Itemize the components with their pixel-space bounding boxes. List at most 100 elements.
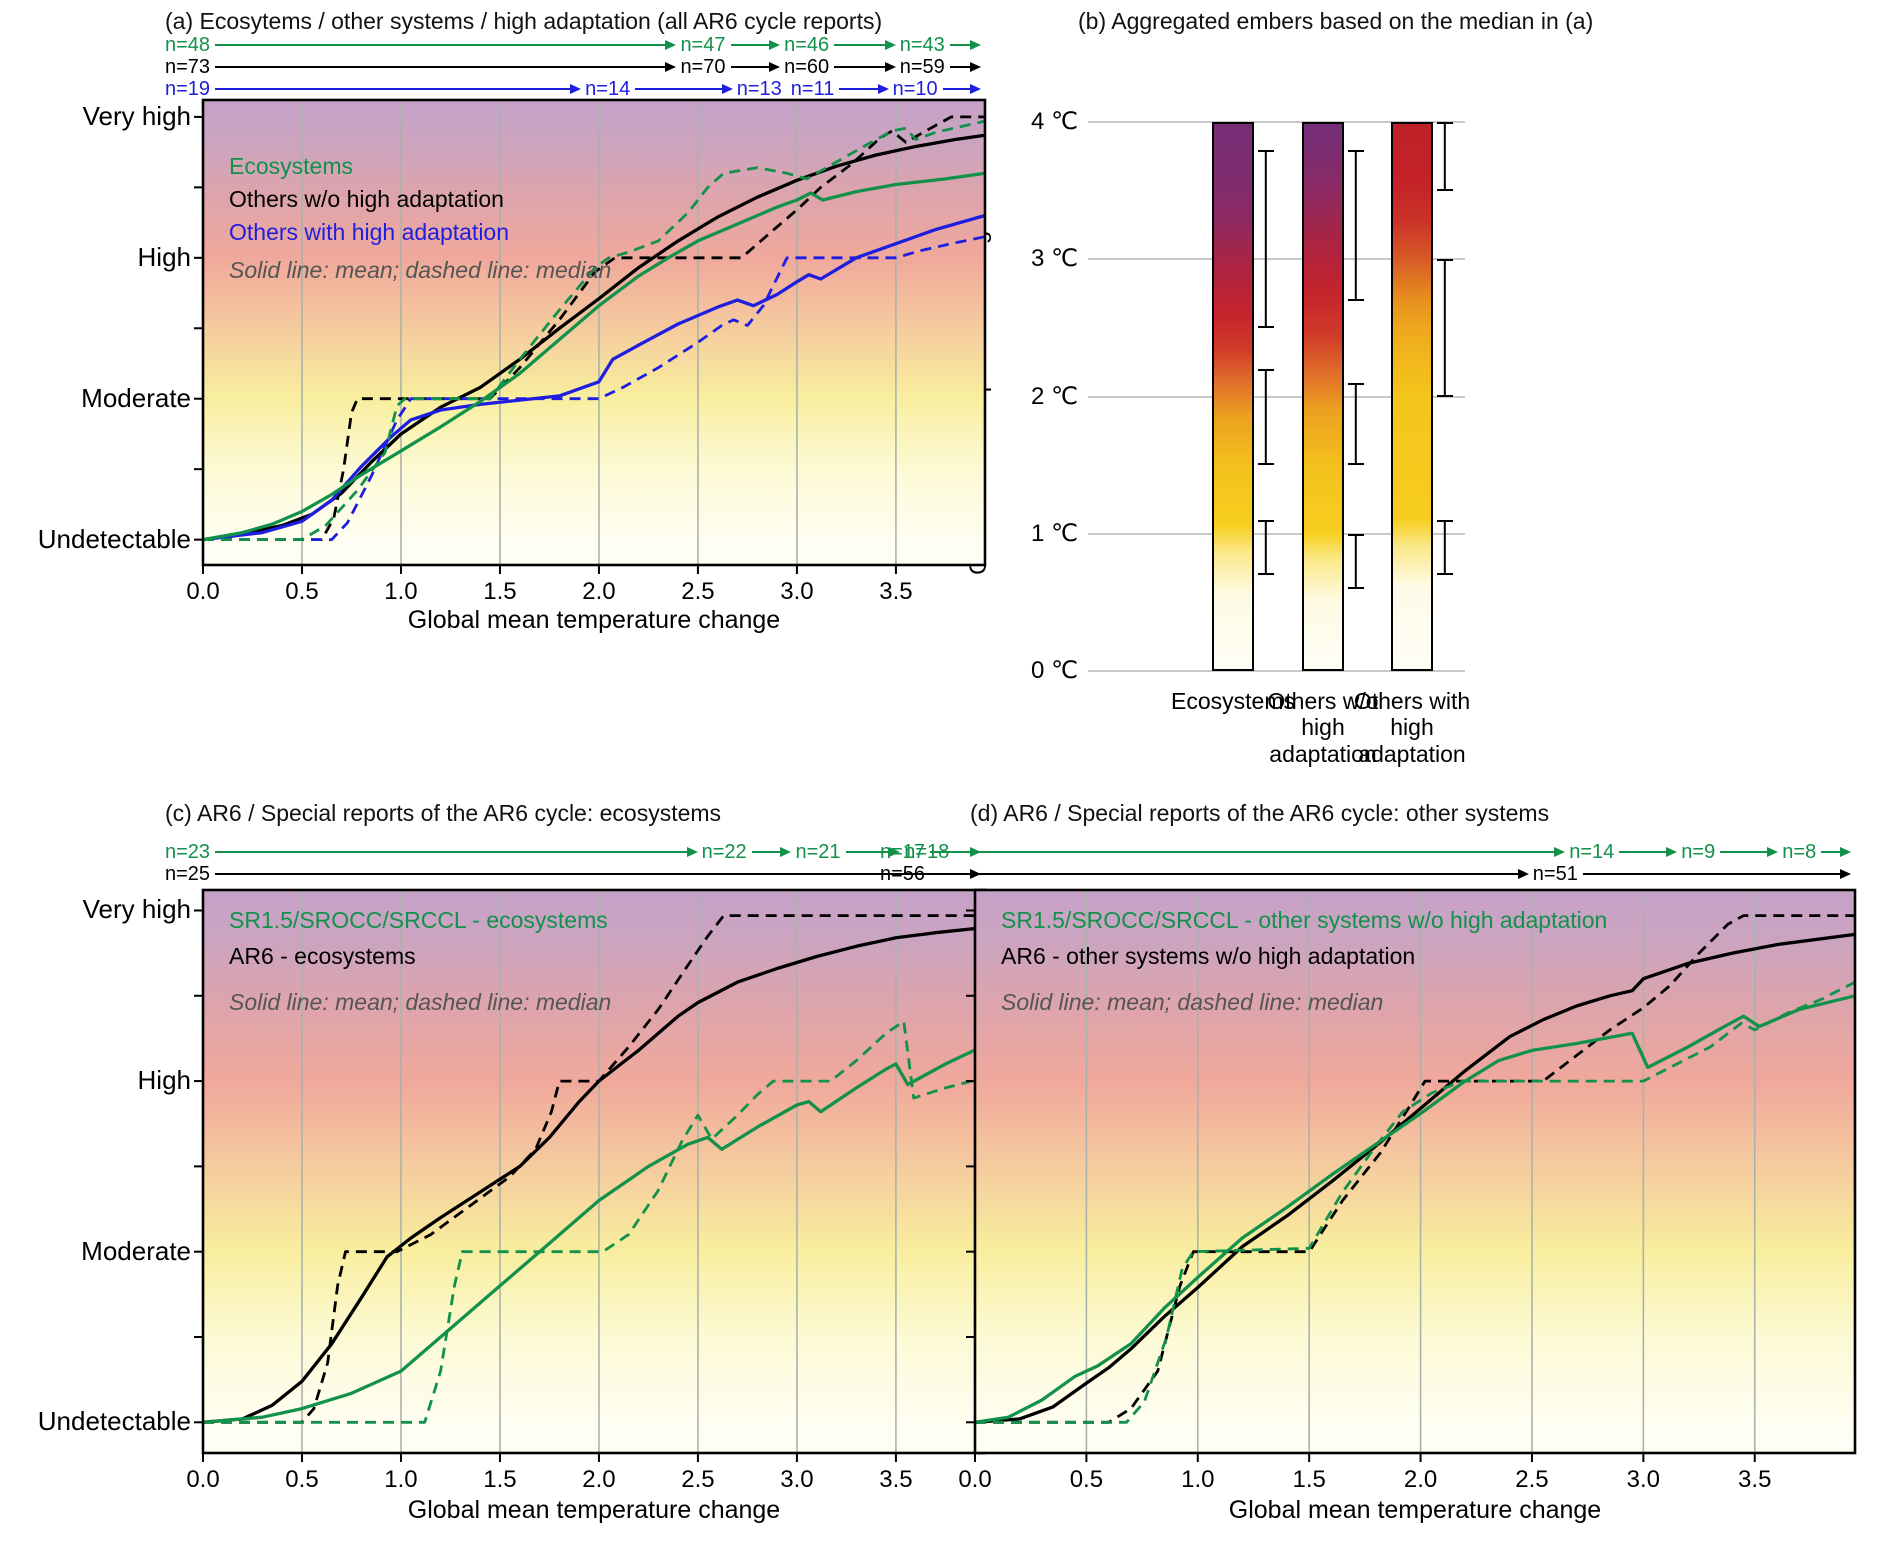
arrow-head-icon — [570, 84, 582, 94]
whisker-line — [1354, 535, 1358, 587]
y-category-label: Undetectable — [37, 523, 191, 554]
series-median-black — [203, 115, 985, 541]
sample-count-row-green: n=48 n=47 n=46 n=43 — [165, 34, 985, 56]
legend-entry: AR6 - ecosystems — [229, 943, 416, 969]
legend-entry: Others w/o high adaptation — [229, 186, 504, 212]
sample-count-label: n=59 — [899, 56, 945, 78]
ember-gridline — [1088, 670, 1465, 672]
arrow-head-icon — [686, 847, 698, 857]
arrow-head-icon — [1767, 847, 1779, 857]
sample-count-label: n=13 — [736, 78, 782, 100]
arrow-head-icon — [1554, 847, 1566, 857]
arrow-head-icon — [769, 40, 781, 50]
x-tick-label: 0.5 — [1069, 1466, 1104, 1493]
ember-y-tick-label: 0 ℃ — [1031, 657, 1078, 684]
sample-count-arrow — [949, 40, 981, 50]
panel-c-plot — [194, 888, 987, 1462]
ember-bar-label: Others w/o high adaptation — [1267, 688, 1379, 767]
panel-a-x-axis-label: Global mean temperature change — [407, 606, 781, 634]
sample-count-label: n=8 — [1782, 841, 1817, 863]
plot-border — [201, 98, 987, 567]
y-category-label: Undetectable — [37, 1406, 191, 1437]
ember-gridline — [1088, 532, 1465, 535]
series-mean-green — [202, 1043, 986, 1424]
sample-count-row-blue: n=19 n=14 n=13 n=11 n=10 — [165, 78, 985, 100]
arrow-shaft — [635, 87, 722, 91]
panel-d-plot — [966, 888, 1857, 1462]
arrow-head-icon — [721, 84, 733, 94]
ember-y-tick-label: 3 ℃ — [1031, 245, 1078, 273]
sample-count-label: n=17 — [880, 841, 926, 863]
x-tick-label: 2.5 — [1515, 1466, 1549, 1493]
x-tick-label: 1.5 — [1292, 1466, 1326, 1493]
arrow-head-icon — [970, 40, 981, 50]
sample-count-arrow — [730, 62, 781, 72]
arrow-shaft — [1582, 872, 1840, 876]
sample-count-label: n=22 — [701, 841, 747, 863]
x-tick-label: 1.0 — [384, 578, 418, 605]
sample-count-label: n=21 — [795, 841, 841, 863]
x-tick-label: 2.5 — [681, 1466, 715, 1493]
x-tick-label: 3.0 — [1626, 1466, 1661, 1493]
panel-d-x-axis-label: Global mean temperature change — [1228, 1496, 1602, 1524]
ember-bar-label: Others with high adaptation — [1353, 688, 1471, 767]
ember-gridline — [1088, 121, 1465, 124]
sample-count-row-black: n=73 n=70 n=60 n=59 — [165, 56, 985, 78]
series-mean-green — [974, 994, 1856, 1424]
ember-y-tick-label: 4 ℃ — [1031, 108, 1078, 136]
sample-count-arrow — [1582, 869, 1851, 879]
ember-uncertainty-whisker — [1437, 122, 1453, 191]
arrow-shaft — [930, 850, 1555, 854]
arrow-head-icon — [1840, 847, 1852, 857]
sample-count-label: n=25 — [165, 863, 211, 885]
arrow-shaft — [215, 65, 666, 69]
sample-count-label: n=43 — [899, 34, 945, 56]
x-tick-label: 2.0 — [582, 1466, 616, 1493]
x-tick-label: 1.5 — [483, 1466, 517, 1493]
arrow-shaft — [1821, 850, 1841, 854]
sample-count-label: n=70 — [680, 56, 726, 78]
sample-count-arrow — [215, 84, 582, 94]
whisker-line — [1443, 522, 1447, 573]
series-median-green — [975, 980, 1856, 1424]
sample-count-arrow — [730, 40, 781, 50]
whisker-line — [1264, 151, 1268, 326]
x-tick-label: 3.5 — [1738, 1466, 1772, 1493]
ember-gridline — [1088, 395, 1465, 398]
ember-uncertainty-whisker — [1258, 149, 1274, 328]
ember-uncertainty-whisker — [1348, 533, 1364, 589]
series-median-green — [203, 1020, 986, 1424]
arrow-shaft — [215, 872, 970, 876]
legend-entry: Solid line: mean; dashed line: median — [229, 257, 612, 283]
whisker-line — [1443, 124, 1447, 189]
arrow-head-icon — [1666, 847, 1678, 857]
legend-entry: Others with high adaptation — [229, 219, 510, 245]
arrow-head-icon — [769, 62, 781, 72]
arrow-shaft — [730, 43, 770, 47]
sample-count-arrow — [215, 869, 981, 879]
ember-gridline — [1088, 258, 1465, 261]
x-tick-label: 0.5 — [285, 1466, 319, 1493]
sample-count-label: n=51 — [1532, 863, 1578, 885]
sample-count-label: n=48 — [165, 34, 211, 56]
x-tick-label: 0.5 — [285, 578, 319, 605]
panel-d-title: (d) AR6 / Special reports of the AR6 cyc… — [970, 800, 1550, 826]
ember-uncertainty-whisker — [1348, 382, 1364, 466]
panel-c-x-axis-label: Global mean temperature change — [407, 1496, 781, 1524]
whisker-line — [1354, 151, 1358, 299]
series-median-black — [975, 914, 1855, 1424]
x-tick-label: 2.0 — [582, 578, 616, 605]
arrow-head-icon — [1517, 869, 1529, 879]
arrow-shaft — [834, 43, 885, 47]
sample-count-label: n=18 — [904, 841, 950, 863]
sample-count-row-green: n=17 n=14 n=9 n=8 — [880, 841, 1855, 863]
x-tick-label: 0.0 — [958, 1466, 992, 1493]
arrow-head-icon — [665, 40, 677, 50]
arrow-head-icon — [884, 62, 896, 72]
sample-count-label: n=19 — [165, 78, 211, 100]
arrow-head-icon — [665, 62, 677, 72]
arrow-shaft — [1619, 850, 1667, 854]
sample-count-arrow — [635, 84, 733, 94]
whisker-line — [1354, 384, 1358, 464]
